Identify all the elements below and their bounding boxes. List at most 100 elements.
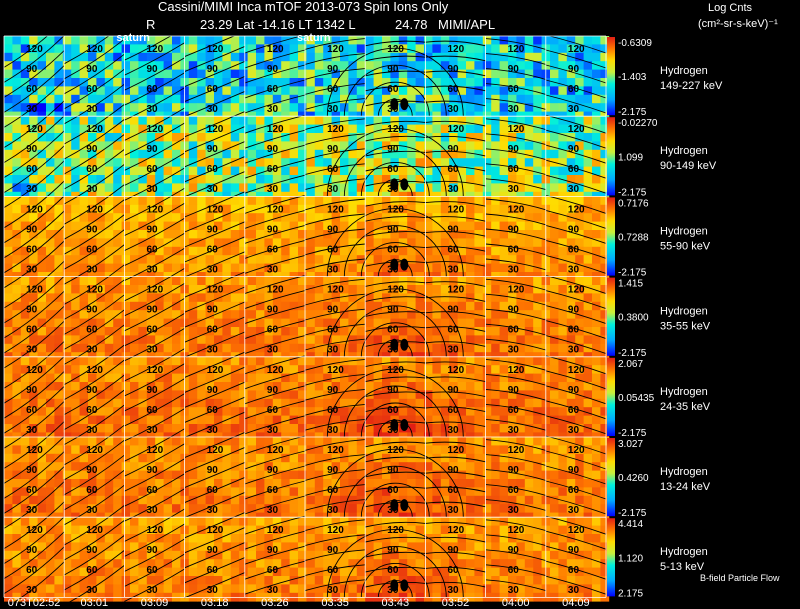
contour-line bbox=[304, 469, 366, 481]
contour-label: 120 bbox=[86, 204, 103, 215]
flow-legend: B-field Particle Flow bbox=[700, 573, 780, 583]
contour-line bbox=[365, 361, 426, 368]
contour-label: 120 bbox=[568, 285, 585, 296]
colorbar-mid-label: 1.120 bbox=[618, 553, 643, 564]
contour-line bbox=[124, 458, 185, 492]
contour-line bbox=[3, 481, 65, 529]
contour-line bbox=[425, 296, 486, 302]
contour-line bbox=[63, 164, 125, 205]
particle-flow-marker bbox=[390, 178, 399, 191]
contour-label: 120 bbox=[26, 365, 43, 376]
contour-line bbox=[3, 290, 65, 339]
l-shell-value: 24.78 bbox=[395, 17, 428, 32]
x-tick-label: 03:18 bbox=[201, 597, 229, 609]
contour-line bbox=[244, 465, 306, 485]
particle-flow-marker bbox=[400, 98, 409, 111]
contour-label: 90 bbox=[448, 64, 460, 75]
energy-range-label: 13-24 keV bbox=[660, 481, 711, 493]
x-tick-label: 03:52 bbox=[442, 597, 470, 609]
contour-line bbox=[425, 85, 486, 92]
contour-line bbox=[485, 323, 546, 336]
contour-line bbox=[124, 268, 185, 302]
contour-line bbox=[425, 391, 486, 398]
contour-line bbox=[304, 323, 366, 336]
contour-line bbox=[3, 20, 65, 68]
contour-label: 120 bbox=[568, 525, 585, 536]
contour-label: 120 bbox=[448, 44, 465, 55]
contour-line bbox=[3, 401, 65, 449]
contour-line bbox=[124, 217, 185, 252]
contour-line bbox=[365, 456, 426, 463]
contour-line bbox=[184, 431, 245, 459]
contour-label: 60 bbox=[568, 485, 580, 496]
contour-line bbox=[545, 465, 607, 485]
contour-label: 60 bbox=[86, 485, 98, 496]
contour-label: 120 bbox=[267, 44, 284, 55]
contour-label: 60 bbox=[327, 565, 339, 576]
contour-label: 30 bbox=[508, 425, 520, 436]
contour-line bbox=[184, 90, 245, 118]
colorbar-mid-label: 0.3800 bbox=[618, 313, 649, 324]
contour-label: 90 bbox=[207, 385, 219, 396]
contour-label: 90 bbox=[327, 305, 339, 316]
contour-line bbox=[63, 469, 125, 511]
contour-label: 120 bbox=[86, 285, 103, 296]
contour-label: 120 bbox=[26, 44, 43, 55]
contour-label: 120 bbox=[267, 124, 284, 135]
contour-line bbox=[545, 79, 607, 99]
particle-flow-marker bbox=[400, 499, 409, 512]
contour-label: 60 bbox=[267, 164, 279, 175]
contour-line bbox=[485, 118, 546, 131]
contour-label: 30 bbox=[327, 264, 339, 275]
contour-label: 120 bbox=[147, 204, 164, 215]
contour-label: 30 bbox=[327, 104, 339, 115]
contour-line bbox=[485, 358, 546, 371]
contour-label: 60 bbox=[387, 325, 399, 336]
contour-arc bbox=[343, 385, 447, 438]
contour-label: 90 bbox=[267, 465, 279, 476]
contour-line bbox=[485, 308, 546, 321]
contour-label: 90 bbox=[26, 64, 38, 75]
contour-label: 30 bbox=[26, 104, 38, 115]
contour-line bbox=[425, 536, 486, 543]
contour-line bbox=[244, 305, 306, 325]
contour-line bbox=[365, 281, 426, 287]
contour-label: 120 bbox=[508, 285, 525, 296]
contour-label: 90 bbox=[26, 224, 38, 235]
contour-line bbox=[3, 516, 65, 564]
contour-line bbox=[184, 331, 245, 358]
contour-label: 30 bbox=[568, 345, 580, 356]
contour-line bbox=[63, 550, 125, 591]
contour-label: 60 bbox=[86, 325, 98, 336]
contour-line bbox=[244, 320, 306, 340]
contour-line bbox=[63, 535, 125, 576]
units-title: Log Cnts bbox=[708, 2, 753, 14]
contour-line bbox=[425, 231, 486, 237]
contour-line bbox=[3, 160, 65, 208]
contour-label: 60 bbox=[448, 325, 460, 336]
contour-label: 90 bbox=[86, 465, 98, 476]
contour-line bbox=[184, 141, 245, 168]
contour-line bbox=[184, 396, 245, 423]
contour-label: 60 bbox=[327, 164, 339, 175]
species-label: Hydrogen bbox=[660, 225, 708, 237]
contour-line bbox=[3, 145, 65, 193]
contour-line bbox=[244, 530, 306, 550]
contour-label: 60 bbox=[448, 485, 460, 496]
contour-line bbox=[184, 156, 245, 183]
contour-line bbox=[425, 150, 486, 157]
contour-line bbox=[124, 393, 185, 427]
particle-flow-marker bbox=[390, 338, 399, 351]
contour-line bbox=[3, 130, 65, 178]
contour-label: 30 bbox=[86, 104, 98, 115]
contour-line bbox=[124, 348, 185, 382]
contour-label: 90 bbox=[267, 144, 279, 155]
contour-label: 90 bbox=[207, 144, 219, 155]
contour-line bbox=[485, 484, 546, 496]
contour-label: 30 bbox=[448, 184, 460, 195]
contour-line bbox=[545, 94, 607, 114]
contour-line bbox=[425, 70, 486, 77]
contour-line bbox=[425, 246, 486, 252]
contour-label: 60 bbox=[508, 325, 520, 336]
contour-line bbox=[124, 232, 185, 267]
